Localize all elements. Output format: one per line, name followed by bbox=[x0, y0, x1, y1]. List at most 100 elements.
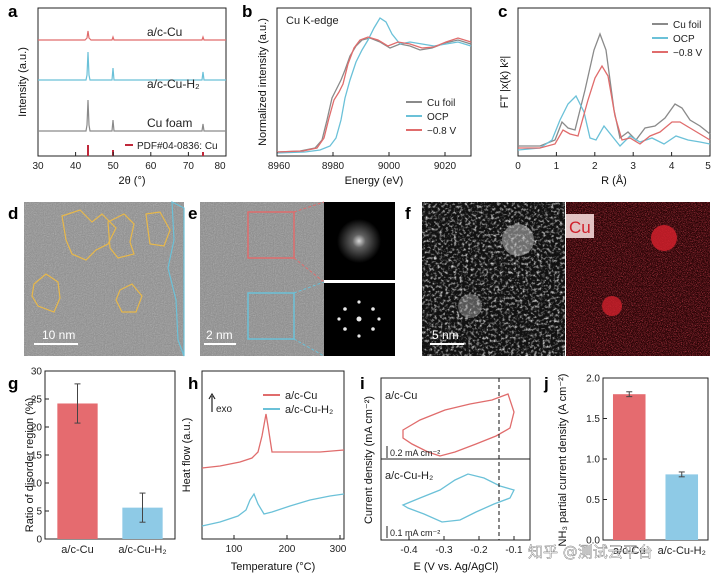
b-xtick-1: 8980 bbox=[322, 161, 345, 172]
i-ylabel: Current density (mA cm⁻²) bbox=[363, 396, 375, 524]
haadf-particle-1 bbox=[502, 224, 534, 256]
exo-arrowhead bbox=[208, 392, 216, 400]
crystal-edge-d bbox=[167, 201, 185, 357]
j-ytick-4: 2.0 bbox=[586, 374, 600, 385]
disorder-region-4 bbox=[31, 273, 61, 313]
g-ytick-1: 5 bbox=[36, 507, 42, 518]
h-frame bbox=[201, 370, 345, 540]
eds-label-bg bbox=[566, 214, 594, 238]
panel-f: f 5 nm Cu bbox=[405, 202, 710, 356]
disorder-region-1 bbox=[61, 209, 117, 261]
panel-e-label: e bbox=[188, 204, 197, 223]
c-legend-0: Cu foil bbox=[673, 20, 701, 31]
g-ytick-5: 25 bbox=[31, 395, 43, 406]
panel-h: h exo a/c-Cu a/c-Cu-H₂ 100 200 300 Tempe… bbox=[181, 370, 347, 573]
j-bars: a/c-Cu a/c-Cu-H₂ bbox=[612, 391, 706, 557]
i-top-label: a/c-Cu bbox=[385, 390, 417, 402]
j-ytick-2: 1.0 bbox=[586, 455, 600, 466]
j-ytick-1: 0.5 bbox=[586, 495, 600, 506]
a-xtick-3: 60 bbox=[145, 161, 157, 172]
i-xtick-3: -0.1 bbox=[505, 545, 523, 556]
eds-element-label: Cu bbox=[569, 218, 591, 237]
panel-d-label: d bbox=[8, 204, 18, 223]
fft-ring bbox=[337, 219, 381, 263]
a-xlabel: 2θ (°) bbox=[118, 175, 145, 187]
h-xtick-1: 200 bbox=[279, 544, 296, 555]
j-yticks: 0.0 0.5 1.0 1.5 2.0 bbox=[586, 374, 607, 547]
g-bar-0 bbox=[57, 403, 98, 539]
g-bars: a/c-Cu a/c-Cu-H₂ bbox=[57, 383, 167, 556]
i-bottom-scale: 0.1 mA cm⁻² bbox=[390, 528, 440, 538]
i-xlabel: E (V vs. Ag/AgCl) bbox=[414, 561, 499, 573]
i-xtick-2: -0.2 bbox=[470, 545, 488, 556]
roi-amorphous bbox=[247, 211, 295, 259]
c-ylabel: FT |x(k) k²| bbox=[499, 56, 511, 109]
b-legend-0: Cu foil bbox=[427, 98, 455, 109]
trace-label-ac-cuh2: a/c-Cu-H₂ bbox=[147, 77, 200, 91]
trace-cufoam-xrd bbox=[38, 99, 226, 132]
c-xtick-5: 5 bbox=[705, 161, 711, 172]
cv-ac-cu bbox=[402, 393, 515, 457]
cv-ac-cuh2 bbox=[401, 473, 515, 523]
hrtem-texture-e bbox=[200, 202, 324, 356]
j-category-1: a/c-Cu-H₂ bbox=[658, 545, 706, 557]
panel-c-frame bbox=[517, 7, 711, 157]
trace-h-ac-cuh2 bbox=[201, 492, 345, 527]
panel-a: a PDF#04-0836: Cu a/c-Cu a/c-Cu-H₂ Cu fo… bbox=[8, 2, 227, 187]
c-legend-1: OCP bbox=[673, 34, 695, 45]
c-legend-2: −0.8 V bbox=[673, 48, 703, 59]
j-category-0: a/c-Cu bbox=[613, 545, 645, 557]
h-legend-1: a/c-Cu-H₂ bbox=[285, 404, 333, 416]
disorder-region-2 bbox=[107, 213, 135, 259]
panel-j-label: j bbox=[543, 374, 549, 393]
trace-b-cufoil bbox=[276, 37, 472, 153]
panel-b: b Cu K-edge Cu foil OCP −0.8 V 8960 8980… bbox=[242, 2, 472, 187]
panel-h-label: h bbox=[188, 374, 198, 393]
roi-crystalline bbox=[247, 292, 295, 340]
trace-ac-cu-xrd bbox=[38, 30, 226, 41]
h-xtick-0: 100 bbox=[226, 544, 243, 555]
eds-particle-1 bbox=[651, 225, 677, 251]
i-top-scale: 0.2 mA cm⁻² bbox=[390, 448, 440, 458]
a-xtick-5: 80 bbox=[214, 161, 226, 172]
roi-link-2 bbox=[293, 257, 325, 283]
roi-link-4 bbox=[293, 338, 325, 357]
i-xtick-1: -0.3 bbox=[435, 545, 453, 556]
trace-label-ac-cu: a/c-Cu bbox=[147, 25, 182, 39]
panel-g: g 0 5 10 15 20 25 30 a/c-Cu a/c-Cu-H₂ Ratio of … bbox=[8, 367, 176, 556]
b-legend-1: OCP bbox=[427, 112, 449, 123]
eds-particle-2 bbox=[602, 296, 622, 316]
c-xtick-1: 1 bbox=[554, 161, 560, 172]
a-xtick-2: 50 bbox=[108, 161, 120, 172]
tem-texture-d bbox=[24, 202, 184, 356]
a-ylabel: Intensity (a.u.) bbox=[17, 47, 29, 117]
trace-b-08v bbox=[276, 36, 472, 153]
panel-a-frame bbox=[37, 7, 227, 157]
g-ytick-2: 10 bbox=[31, 479, 43, 490]
b-legend-2: −0.8 V bbox=[427, 126, 457, 137]
c-xtick-0: 0 bbox=[515, 161, 521, 172]
a-xtick-0: 30 bbox=[32, 161, 44, 172]
b-title: Cu K-edge bbox=[286, 15, 339, 27]
h-legend-0: a/c-Cu bbox=[285, 390, 317, 402]
panel-b-frame bbox=[276, 7, 472, 157]
panel-i-label: i bbox=[360, 374, 365, 393]
h-xtick-2: 300 bbox=[330, 544, 347, 555]
scalebar-f-label: 5 nm bbox=[432, 328, 459, 342]
haadf-texture bbox=[422, 202, 565, 356]
fft-spots bbox=[337, 300, 381, 338]
c-xtick-4: 4 bbox=[669, 161, 675, 172]
a-xtick-1: 40 bbox=[70, 161, 82, 172]
panel-e: e 2 nm bbox=[188, 201, 395, 357]
b-xtick-3: 9020 bbox=[434, 161, 457, 172]
ref-legend-label: PDF#04-0836: Cu bbox=[137, 141, 218, 152]
panel-f-label: f bbox=[405, 204, 411, 223]
c-xtick-3: 3 bbox=[630, 161, 636, 172]
disorder-region-5 bbox=[115, 283, 143, 313]
haadf-particle-2 bbox=[458, 294, 482, 318]
disorder-region-3 bbox=[145, 211, 171, 247]
panel-i: i a/c-Cu a/c-Cu-H₂ 0.2 mA cm⁻² 0.1 mA cm… bbox=[360, 374, 531, 573]
j-bar-0 bbox=[612, 394, 646, 540]
trace-ac-cuh2-xrd bbox=[38, 51, 226, 81]
